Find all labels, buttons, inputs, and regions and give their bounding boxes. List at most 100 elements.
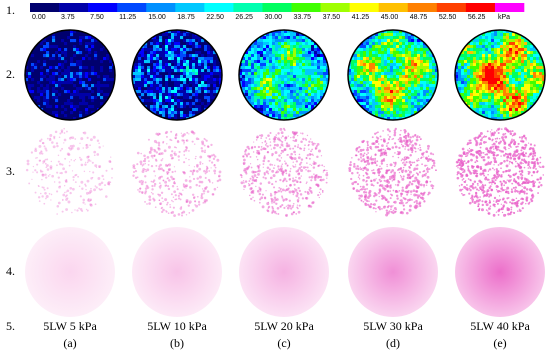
map-cell [174, 51, 177, 54]
map-cell [363, 84, 366, 87]
speckle [296, 192, 298, 194]
map-cell [248, 108, 251, 111]
map-cell [326, 39, 329, 42]
map-cell [278, 111, 281, 114]
map-cell [464, 66, 467, 69]
map-cell [402, 102, 405, 105]
map-cell [375, 81, 378, 84]
speckle [28, 182, 30, 184]
map-cell [473, 117, 476, 120]
speckle [401, 144, 402, 145]
speckle [426, 184, 427, 185]
map-cell [351, 66, 354, 69]
speckle [379, 171, 381, 173]
colorbar-segment [117, 3, 146, 12]
map-cell [399, 33, 402, 36]
map-cell [177, 57, 180, 60]
map-cell [470, 48, 473, 51]
map-cell [242, 78, 245, 81]
map-cell [177, 66, 180, 69]
map-cell [97, 75, 100, 78]
map-cell [491, 114, 494, 117]
map-cell [272, 54, 275, 57]
map-cell [470, 93, 473, 96]
speckle [258, 166, 260, 168]
speckle [297, 204, 298, 205]
map-cell [79, 75, 82, 78]
map-cell [207, 78, 210, 81]
speckle [255, 186, 256, 187]
speckle [41, 153, 43, 155]
map-cell [156, 84, 159, 87]
speckle [169, 204, 170, 205]
map-cell [357, 54, 360, 57]
map-cell [61, 63, 64, 66]
map-cell [378, 75, 381, 78]
map-cell [314, 84, 317, 87]
map-cell [216, 102, 219, 105]
map-cell [417, 69, 420, 72]
speckle [45, 198, 47, 200]
speckle [60, 150, 62, 152]
map-cell [52, 66, 55, 69]
map-cell [242, 60, 245, 63]
speckle [89, 190, 92, 193]
speckle [270, 145, 272, 147]
map-cell [497, 39, 500, 42]
map-cell [150, 48, 153, 51]
caption: 5LW 20 kPa [254, 319, 314, 333]
speckle [256, 156, 257, 157]
map-cell [174, 33, 177, 36]
map-cell [366, 81, 369, 84]
speckle [177, 140, 179, 142]
map-cell [165, 60, 168, 63]
speckle [308, 141, 310, 143]
map-cell [372, 72, 375, 75]
map-cell [70, 33, 73, 36]
map-cell [260, 54, 263, 57]
map-cell [461, 90, 464, 93]
speckle [51, 175, 54, 178]
map-cell [82, 75, 85, 78]
speckle [358, 151, 360, 153]
map-cell [183, 72, 186, 75]
speckle [198, 168, 201, 171]
speckle [243, 182, 245, 184]
speckle [385, 154, 387, 156]
map-cell [426, 30, 429, 33]
map-cell [275, 75, 278, 78]
row-label: 5. [6, 319, 15, 333]
map-cell [103, 93, 106, 96]
map-cell [426, 60, 429, 63]
map-cell [432, 114, 435, 117]
speckle [299, 163, 301, 165]
speckle [93, 151, 96, 154]
map-cell [257, 84, 260, 87]
map-cell [314, 111, 317, 114]
map-cell [165, 51, 168, 54]
map-cell [366, 99, 369, 102]
speckle [416, 136, 418, 138]
speckle [410, 136, 412, 138]
map-cell [162, 102, 165, 105]
speckle [286, 180, 288, 182]
speckle [144, 158, 146, 160]
map-cell [326, 42, 329, 45]
map-cell [82, 66, 85, 69]
speckle [252, 177, 254, 179]
map-cell [46, 69, 49, 72]
map-cell [372, 90, 375, 93]
map-cell [326, 96, 329, 99]
map-cell [378, 105, 381, 108]
map-cell [278, 66, 281, 69]
speckle [46, 164, 49, 167]
map-cell [405, 81, 408, 84]
map-cell [293, 102, 296, 105]
map-cell [165, 54, 168, 57]
map-cell [366, 54, 369, 57]
map-cell [429, 84, 432, 87]
map-cell [284, 99, 287, 102]
map-cell [417, 72, 420, 75]
map-cell [207, 48, 210, 51]
map-cell [426, 66, 429, 69]
